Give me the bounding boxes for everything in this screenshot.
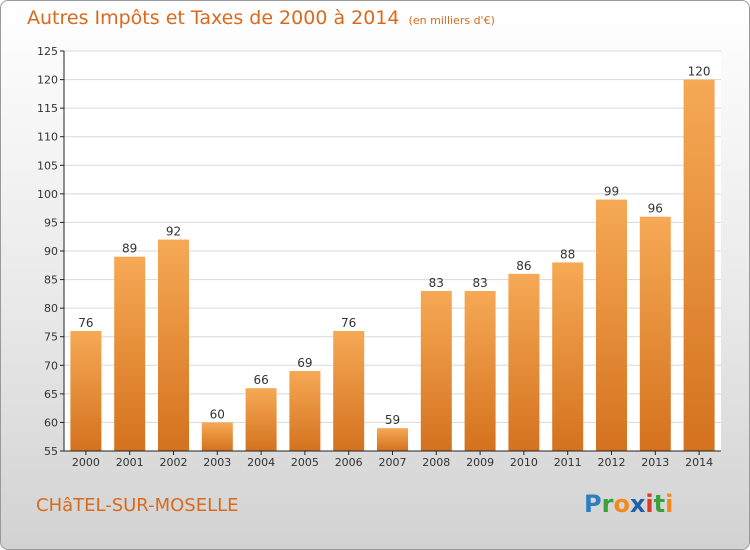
bar	[114, 256, 146, 451]
x-tick-label: 2005	[291, 456, 319, 469]
bar	[158, 239, 189, 451]
bar	[201, 422, 233, 451]
chart-title-text: Autres Impôts et Taxes de 2000 à 2014	[27, 7, 400, 29]
bar	[377, 428, 408, 451]
y-tick-label: 125	[37, 45, 58, 58]
bar	[552, 262, 584, 451]
data-label: 69	[297, 356, 312, 370]
chart-unit-text: (en milliers d'€)	[408, 14, 495, 27]
bar	[333, 331, 365, 451]
x-tick-label: 2004	[247, 456, 275, 469]
x-tick-label: 2002	[160, 456, 188, 469]
x-tick-label: 2000	[72, 456, 100, 469]
x-tick-label: 2013	[641, 456, 669, 469]
bar	[464, 291, 496, 451]
y-tick-label: 105	[37, 159, 58, 172]
x-tick-label: 2003	[203, 456, 231, 469]
data-label: 89	[122, 242, 137, 256]
x-tick-label: 2006	[335, 456, 363, 469]
y-tick-label: 120	[37, 74, 58, 87]
logo-letter: P	[584, 490, 602, 518]
bar	[245, 388, 277, 451]
bar	[508, 273, 540, 451]
x-tick-label: 2012	[598, 456, 626, 469]
data-label: 92	[166, 225, 181, 239]
y-tick-label: 85	[44, 274, 58, 287]
y-tick-label: 90	[44, 245, 58, 258]
data-label: 83	[429, 276, 444, 290]
data-label: 83	[472, 276, 487, 290]
bar	[639, 216, 671, 451]
x-tick-label: 2010	[510, 456, 538, 469]
y-tick-label: 100	[37, 188, 58, 201]
chart-title: Autres Impôts et Taxes de 2000 à 2014 (e…	[27, 7, 495, 29]
data-label: 99	[604, 185, 619, 199]
bar	[289, 371, 321, 451]
y-tick-label: 75	[44, 331, 58, 344]
logo-letter: t	[653, 490, 666, 518]
logo-letter: i	[645, 490, 654, 518]
logo-letter: r	[601, 490, 614, 518]
y-tick-label: 70	[44, 359, 58, 372]
x-tick-label: 2011	[554, 456, 582, 469]
data-label: 120	[688, 65, 711, 79]
data-label: 76	[78, 316, 93, 330]
commune-name: CHâTEL-SUR-MOSELLE	[36, 495, 239, 516]
y-tick-label: 95	[44, 216, 58, 229]
x-tick-label: 2014	[685, 456, 713, 469]
logo-letter: i	[665, 490, 674, 518]
data-label: 76	[341, 316, 356, 330]
y-tick-label: 60	[44, 416, 58, 429]
logo-letter: o	[613, 490, 630, 518]
data-label: 86	[516, 259, 531, 273]
bar	[683, 79, 715, 452]
y-tick-label: 115	[37, 102, 58, 115]
bar	[596, 199, 627, 451]
y-tick-label: 55	[44, 445, 58, 458]
data-label: 60	[210, 407, 225, 421]
data-label: 96	[648, 202, 663, 216]
logo-letter: x	[629, 490, 646, 518]
x-tick-label: 2008	[422, 456, 450, 469]
y-tick-label: 110	[37, 131, 58, 144]
x-tick-label: 2001	[116, 456, 144, 469]
proxiti-logo: Proxiti	[584, 490, 673, 518]
x-tick-label: 2007	[379, 456, 407, 469]
y-tick-label: 65	[44, 388, 58, 401]
data-label: 59	[385, 413, 400, 427]
x-tick-label: 2009	[466, 456, 494, 469]
bar	[70, 331, 102, 451]
bar	[420, 291, 452, 451]
data-label: 88	[560, 247, 575, 261]
y-tick-label: 80	[44, 302, 58, 315]
data-label: 66	[253, 373, 268, 387]
